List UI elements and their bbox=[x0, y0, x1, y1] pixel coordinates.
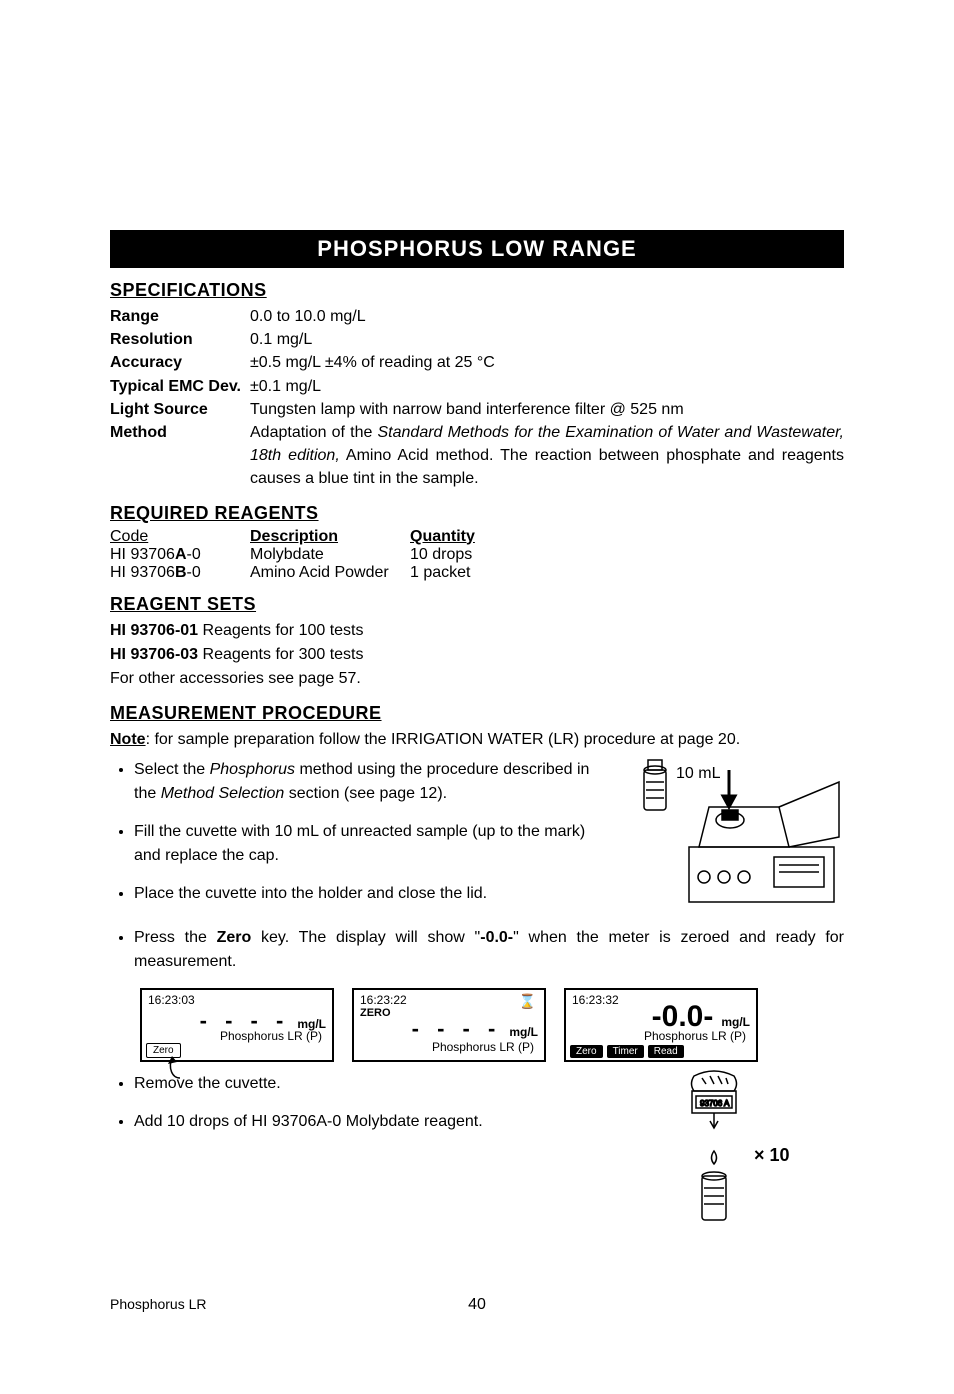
screen-timer-button: Timer bbox=[607, 1045, 644, 1058]
times-10-label: × 10 bbox=[754, 1145, 790, 1165]
spec-row-light: Light Source Tungsten lamp with narrow b… bbox=[110, 398, 844, 421]
screen-read-button: Read bbox=[648, 1045, 684, 1058]
reagent-code: HI 93706B-0 bbox=[110, 564, 250, 582]
sets-code: HI 93706-03 bbox=[110, 646, 198, 663]
procedure-step-4: Press the Zero key. The display will sho… bbox=[134, 926, 844, 974]
display-screen-2: 16:23:22 ⌛ ZERO - - - - mg/L Phosphorus … bbox=[352, 988, 546, 1062]
procedure-step-3: Place the cuvette into the holder and cl… bbox=[134, 882, 614, 906]
spec-value: Tungsten lamp with narrow band interfere… bbox=[250, 398, 844, 421]
spec-value: 0.1 mg/L bbox=[250, 328, 844, 351]
reagent-header-desc: Description bbox=[250, 528, 410, 546]
spec-label: Light Source bbox=[110, 398, 250, 421]
display-screens-row: 16:23:03 - - - - mg/L Phosphorus LR (P) … bbox=[140, 988, 844, 1062]
reagent-header-row: Code Description Quantity bbox=[110, 528, 844, 546]
screen-method: Phosphorus LR (P) bbox=[220, 1029, 322, 1043]
screen-time: 16:23:03 bbox=[148, 993, 195, 1007]
illus-label: 10 mL bbox=[676, 765, 721, 782]
reagent-code: HI 93706A-0 bbox=[110, 546, 250, 564]
spec-label: Method bbox=[110, 421, 250, 491]
procedure-step-6: Add 10 drops of HI 93706A-0 Molybdate re… bbox=[134, 1110, 634, 1134]
screen-method: Phosphorus LR (P) bbox=[432, 1040, 534, 1054]
code-bold: B bbox=[175, 564, 187, 581]
reagent-header-qty: Quantity bbox=[410, 528, 510, 546]
step4-bold2: -0.0- bbox=[480, 929, 513, 946]
display-screen-1: 16:23:03 - - - - mg/L Phosphorus LR (P) … bbox=[140, 988, 334, 1062]
sets-heading: REAGENT SETS bbox=[110, 594, 844, 615]
page-footer: Phosphorus LR 40 bbox=[110, 1296, 844, 1314]
spec-label: Accuracy bbox=[110, 351, 250, 374]
screen-unit: mg/L bbox=[721, 1015, 750, 1029]
spec-row-range: Range 0.0 to 10.0 mg/L bbox=[110, 305, 844, 328]
spec-value: ±0.5 mg/L ±4% of reading at 25 °C bbox=[250, 351, 844, 374]
spec-label: Range bbox=[110, 305, 250, 328]
procedure-heading: MEASUREMENT PROCEDURE bbox=[110, 703, 844, 724]
screen-time: 16:23:22 bbox=[360, 993, 407, 1007]
screen-method: Phosphorus LR (P) bbox=[644, 1029, 746, 1043]
screen-unit: mg/L bbox=[509, 1025, 538, 1039]
screen-dashes: - - - - bbox=[412, 1016, 502, 1042]
step1-c: section (see page 12). bbox=[284, 785, 447, 802]
reagent-qty: 10 drops bbox=[410, 546, 510, 564]
step1-a: Select the bbox=[134, 761, 210, 778]
spec-label: Resolution bbox=[110, 328, 250, 351]
sets-line: HI 93706-03 Reagents for 300 tests bbox=[110, 643, 844, 667]
step4-b: key. The display will show " bbox=[251, 929, 480, 946]
reagent-qty: 1 packet bbox=[410, 564, 510, 582]
footer-left: Phosphorus LR bbox=[110, 1296, 355, 1314]
code-post: -0 bbox=[187, 564, 201, 581]
page-title: PHOSPHORUS LOW RANGE bbox=[110, 230, 844, 268]
page-number: 40 bbox=[355, 1296, 600, 1314]
reagent-row: HI 93706B-0 Amino Acid Powder 1 packet bbox=[110, 564, 844, 582]
hourglass-icon: ⌛ bbox=[519, 993, 536, 1010]
code-pre: HI 93706 bbox=[110, 564, 175, 581]
cuvette-instrument-illustration: 10 mL bbox=[634, 752, 844, 920]
reagent-desc: Amino Acid Powder bbox=[250, 564, 410, 582]
sets-code: HI 93706-01 bbox=[110, 622, 198, 639]
step1-i2: Method Selection bbox=[161, 785, 285, 802]
procedure-step-1: Select the Phosphorus method using the p… bbox=[134, 758, 614, 806]
procedure-note: Note: for sample preparation follow the … bbox=[110, 728, 844, 752]
method-suffix: Amino Acid method. The reaction between … bbox=[250, 447, 844, 487]
code-post: -0 bbox=[187, 546, 201, 563]
spec-row-method: Method Adaptation of the Standard Method… bbox=[110, 421, 844, 491]
note-rest: : for sample preparation follow the IRRI… bbox=[146, 731, 741, 748]
spec-value: 0.0 to 10.0 mg/L bbox=[250, 305, 844, 328]
reagent-row: HI 93706A-0 Molybdate 10 drops bbox=[110, 546, 844, 564]
sets-desc: Reagents for 100 tests bbox=[198, 622, 363, 639]
code-bold: A bbox=[175, 546, 187, 563]
note-lead: Note bbox=[110, 731, 146, 748]
dropper-illustration: 93706 A × 10 bbox=[654, 1066, 844, 1236]
reagent-desc: Molybdate bbox=[250, 546, 410, 564]
spec-value: ±0.1 mg/L bbox=[250, 375, 844, 398]
code-pre: HI 93706 bbox=[110, 546, 175, 563]
spec-value: Adaptation of the Standard Methods for t… bbox=[250, 421, 844, 491]
sets-line: HI 93706-01 Reagents for 100 tests bbox=[110, 619, 844, 643]
step4-a: Press the bbox=[134, 929, 217, 946]
method-prefix: Adaptation of the bbox=[250, 424, 378, 441]
reagent-header-code: Code bbox=[110, 528, 250, 546]
screen-value: -0.0- bbox=[652, 1002, 714, 1032]
spec-row-resolution: Resolution 0.1 mg/L bbox=[110, 328, 844, 351]
screen-zero-button: Zero bbox=[570, 1045, 603, 1058]
spec-row-emc: Typical EMC Dev. ±0.1 mg/L bbox=[110, 375, 844, 398]
sets-other: For other accessories see page 57. bbox=[110, 667, 844, 691]
step4-bold1: Zero bbox=[217, 929, 252, 946]
spec-row-accuracy: Accuracy ±0.5 mg/L ±4% of reading at 25 … bbox=[110, 351, 844, 374]
pointer-arrow-icon bbox=[150, 1056, 210, 1084]
sets-desc: Reagents for 300 tests bbox=[198, 646, 363, 663]
specifications-heading: SPECIFICATIONS bbox=[110, 280, 844, 301]
reagents-heading: REQUIRED REAGENTS bbox=[110, 503, 844, 524]
svg-text:93706 A: 93706 A bbox=[700, 1099, 730, 1108]
display-screen-3: 16:23:32 -0.0- mg/L Phosphorus LR (P) Ze… bbox=[564, 988, 758, 1062]
step1-i1: Phosphorus bbox=[210, 761, 295, 778]
spec-label: Typical EMC Dev. bbox=[110, 375, 250, 398]
procedure-step-2: Fill the cuvette with 10 mL of unreacted… bbox=[134, 820, 614, 868]
